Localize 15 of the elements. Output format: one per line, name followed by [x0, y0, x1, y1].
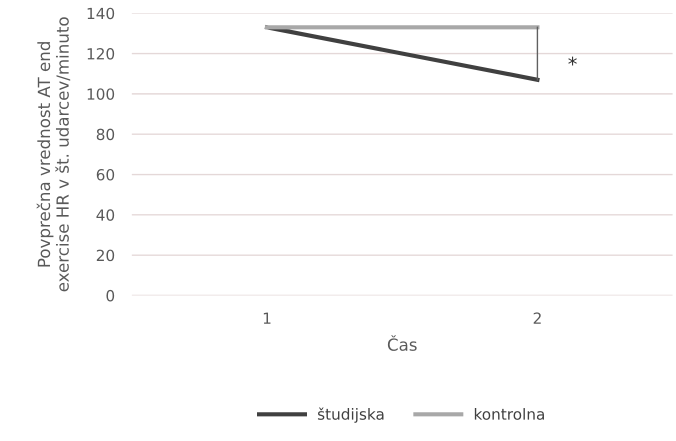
y-tick-label: 40	[96, 209, 114, 221]
legend-label: kontrolna	[474, 408, 544, 420]
x-axis-title: Čas	[388, 335, 417, 351]
x-tick-label: 1	[264, 312, 270, 324]
y-tick-label: 20	[96, 250, 114, 262]
y-tick-label: 0	[106, 290, 114, 302]
y-tick-label: 120	[88, 48, 114, 60]
x-tick-label: 2	[534, 312, 541, 324]
annotation: *	[568, 56, 577, 66]
legend-label: študijska	[318, 407, 384, 423]
y-tick-label: 140	[88, 8, 114, 20]
y-tick-label: 80	[96, 128, 114, 140]
y-tick-label: 60	[96, 168, 114, 181]
y-axis-title: Povprečna vrednost AT end exercise HR v št. udarcev/minuto	[36, 17, 70, 292]
y-tick-label: 100	[88, 88, 114, 100]
